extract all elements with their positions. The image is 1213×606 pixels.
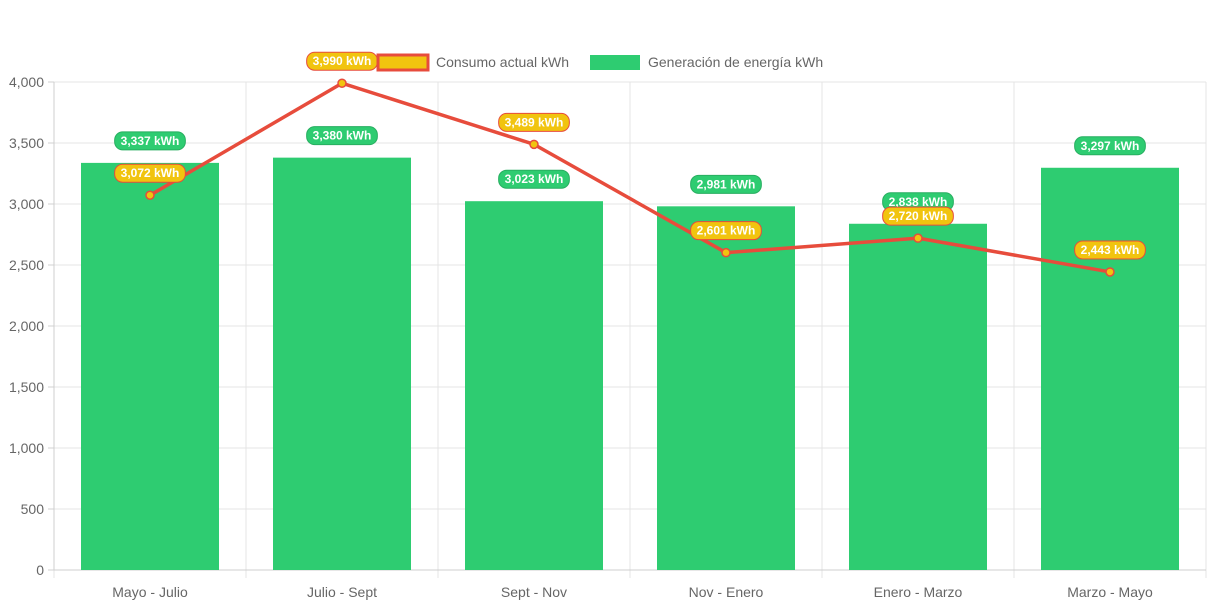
generation-data-label: 2,838 kWh	[882, 192, 954, 212]
generation-data-label: 3,380 kWh	[306, 126, 378, 146]
y-tick-label: 1,000	[9, 440, 44, 456]
label-layer: 3,337 kWh 3,380 kWh 3,023 kWh 2,981 kWh 2,83…	[114, 51, 1146, 260]
generation-data-label-text: 3,380 kWh	[313, 129, 372, 143]
consumption-data-label-box	[498, 112, 570, 132]
consumption-data-label: 3,489 kWh	[498, 112, 570, 132]
legend-swatch-generation[interactable]	[590, 55, 640, 70]
consumption-data-label-box	[114, 163, 186, 183]
generation-data-label-box	[1074, 136, 1146, 156]
generation-data-label-text: 3,023 kWh	[505, 172, 564, 186]
consumption-point[interactable]	[721, 247, 731, 258]
consumption-data-label: 2,720 kWh	[882, 206, 954, 226]
consumption-point[interactable]	[913, 233, 923, 243]
y-tick-label: 500	[21, 501, 45, 517]
consumption-line	[148, 81, 1112, 274]
generation-data-label-box	[498, 169, 570, 189]
x-tick-label: Nov - Enero	[689, 584, 764, 600]
consumption-point[interactable]	[529, 139, 539, 150]
axis-layer: 0 500 1,000 1,500 2,000 2,500 3,000 3,500 4,000 M…	[9, 74, 1206, 600]
y-tick-label: 2,500	[9, 257, 44, 273]
y-tick-label: 1,500	[9, 379, 44, 395]
consumption-point[interactable]	[145, 190, 155, 200]
y-tick-label: 3,500	[9, 135, 44, 151]
generation-bar[interactable]	[849, 223, 987, 570]
consumption-data-label: 2,443 kWh	[1074, 240, 1146, 260]
consumption-data-label-box	[1074, 240, 1146, 260]
generation-bar[interactable]	[273, 157, 411, 570]
generation-bar[interactable]	[657, 206, 795, 570]
generation-bar[interactable]	[465, 201, 603, 570]
consumption-data-label-box	[690, 221, 762, 241]
consumption-data-label: 3,990 kWh	[306, 51, 378, 71]
consumption-data-label: 2,601 kWh	[690, 221, 762, 241]
consumption-data-label: 3,072 kWh	[114, 163, 186, 183]
consumption-data-label-text: 2,601 kWh	[697, 224, 756, 238]
legend-swatch-consumption[interactable]	[376, 53, 430, 72]
generation-data-label-text: 2,981 kWh	[697, 177, 756, 191]
x-tick-label: Sept - Nov	[501, 584, 567, 600]
y-tick-label: 0	[36, 562, 44, 578]
consumption-data-label-box	[882, 206, 954, 226]
y-tick-label: 2,000	[9, 318, 44, 334]
line-layer	[145, 78, 1115, 277]
consumption-data-label-text: 3,072 kWh	[121, 166, 180, 180]
x-tick-label: Julio - Sept	[307, 584, 377, 600]
x-tick-label: Marzo - Mayo	[1067, 584, 1153, 600]
x-tick-label: Mayo - Julio	[112, 584, 188, 600]
x-tick-label: Enero - Marzo	[874, 584, 963, 600]
y-tick-label: 4,000	[9, 74, 44, 90]
consumption-data-label-text: 2,720 kWh	[889, 209, 948, 223]
generation-bar[interactable]	[81, 162, 219, 571]
generation-data-label-text: 3,297 kWh	[1081, 139, 1140, 153]
consumption-point[interactable]	[337, 78, 347, 88]
consumption-data-label-text: 2,443 kWh	[1081, 243, 1140, 257]
consumption-data-label-text: 3,990 kWh	[313, 54, 372, 68]
y-tick-label: 3,000	[9, 196, 44, 212]
generation-data-label-box	[306, 126, 378, 146]
generation-data-label: 3,337 kWh	[114, 131, 186, 151]
generation-bar[interactable]	[1041, 167, 1179, 571]
legend: Consumo actual kWh Generación de energía …	[376, 53, 823, 72]
generation-data-label-text: 2,838 kWh	[889, 195, 948, 209]
grid-layer	[53, 81, 1207, 578]
bar-layer	[81, 157, 1179, 571]
generation-data-label: 2,981 kWh	[690, 174, 762, 194]
generation-data-label: 3,297 kWh	[1074, 136, 1146, 156]
legend-label-consumption[interactable]: Consumo actual kWh	[436, 54, 569, 70]
legend-label-generation[interactable]: Generación de energía kWh	[648, 54, 823, 70]
consumption-data-label-text: 3,489 kWh	[505, 115, 564, 129]
consumption-point[interactable]	[1105, 267, 1115, 277]
generation-data-label-box	[114, 131, 186, 151]
generation-data-label-text: 3,337 kWh	[121, 134, 180, 148]
generation-data-label: 3,023 kWh	[498, 169, 570, 189]
generation-data-label-box	[690, 174, 762, 194]
